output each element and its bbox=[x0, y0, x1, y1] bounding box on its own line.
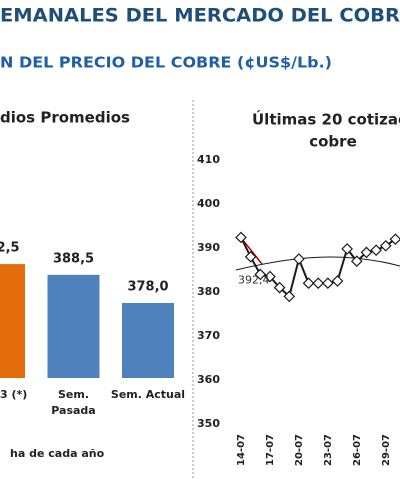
annotation-arrow bbox=[241, 238, 263, 265]
bar bbox=[0, 264, 25, 378]
point bbox=[322, 277, 334, 290]
x-tick-label: 17-07 bbox=[265, 434, 276, 466]
footnote: ha de cada año bbox=[10, 447, 105, 460]
point bbox=[254, 268, 267, 281]
data-label: 388,5 bbox=[53, 251, 94, 266]
y-tick-label: 400 bbox=[197, 197, 220, 210]
x-tick-label: Sem. Actual bbox=[110, 388, 186, 401]
x-tick-label: 3 (*) bbox=[0, 388, 28, 401]
y-tick-label: 350 bbox=[197, 417, 220, 430]
point bbox=[379, 239, 392, 252]
x-tick-label: 29-07 bbox=[381, 434, 392, 466]
point bbox=[370, 244, 382, 257]
point bbox=[244, 250, 257, 263]
point bbox=[293, 253, 305, 265]
data-label: 392,5 bbox=[0, 241, 20, 256]
x-tick-label: 14-07 bbox=[236, 434, 247, 466]
point bbox=[312, 277, 325, 290]
x-tick-label: 26-07 bbox=[352, 434, 363, 466]
page-title: EMANALES DEL MERCADO DEL COBR bbox=[0, 5, 400, 27]
trend-line bbox=[235, 256, 400, 271]
point bbox=[389, 233, 400, 246]
y-tick-label: 370 bbox=[197, 329, 220, 342]
point bbox=[283, 290, 296, 303]
y-tick-label: 360 bbox=[197, 373, 220, 386]
x-tick-label: 20-07 bbox=[294, 434, 305, 466]
y-tick-label: 390 bbox=[197, 241, 220, 254]
point bbox=[264, 270, 276, 283]
x-tick-label: Sem. Pasada bbox=[51, 388, 96, 417]
point bbox=[302, 277, 315, 290]
y-tick-label: 410 bbox=[197, 153, 220, 166]
point bbox=[350, 255, 363, 268]
data-label: 392,4 bbox=[238, 273, 270, 286]
point bbox=[360, 246, 373, 259]
bar bbox=[47, 274, 100, 378]
y-tick-label: 380 bbox=[197, 285, 220, 298]
chart-title: Últimas 20 cotizaci bbox=[252, 110, 400, 129]
point bbox=[341, 243, 353, 255]
x-tick-label: 23-07 bbox=[323, 434, 334, 466]
page-subtitle: N DEL PRECIO DEL COBRE (¢US$/Lb.) bbox=[0, 54, 332, 72]
point bbox=[235, 231, 247, 244]
point bbox=[273, 281, 286, 294]
bar bbox=[122, 302, 174, 378]
chart-title: cobre bbox=[309, 133, 357, 151]
data-label: 378,0 bbox=[127, 279, 168, 294]
point bbox=[331, 275, 344, 287]
chart-title: dios Promedios bbox=[0, 109, 130, 127]
